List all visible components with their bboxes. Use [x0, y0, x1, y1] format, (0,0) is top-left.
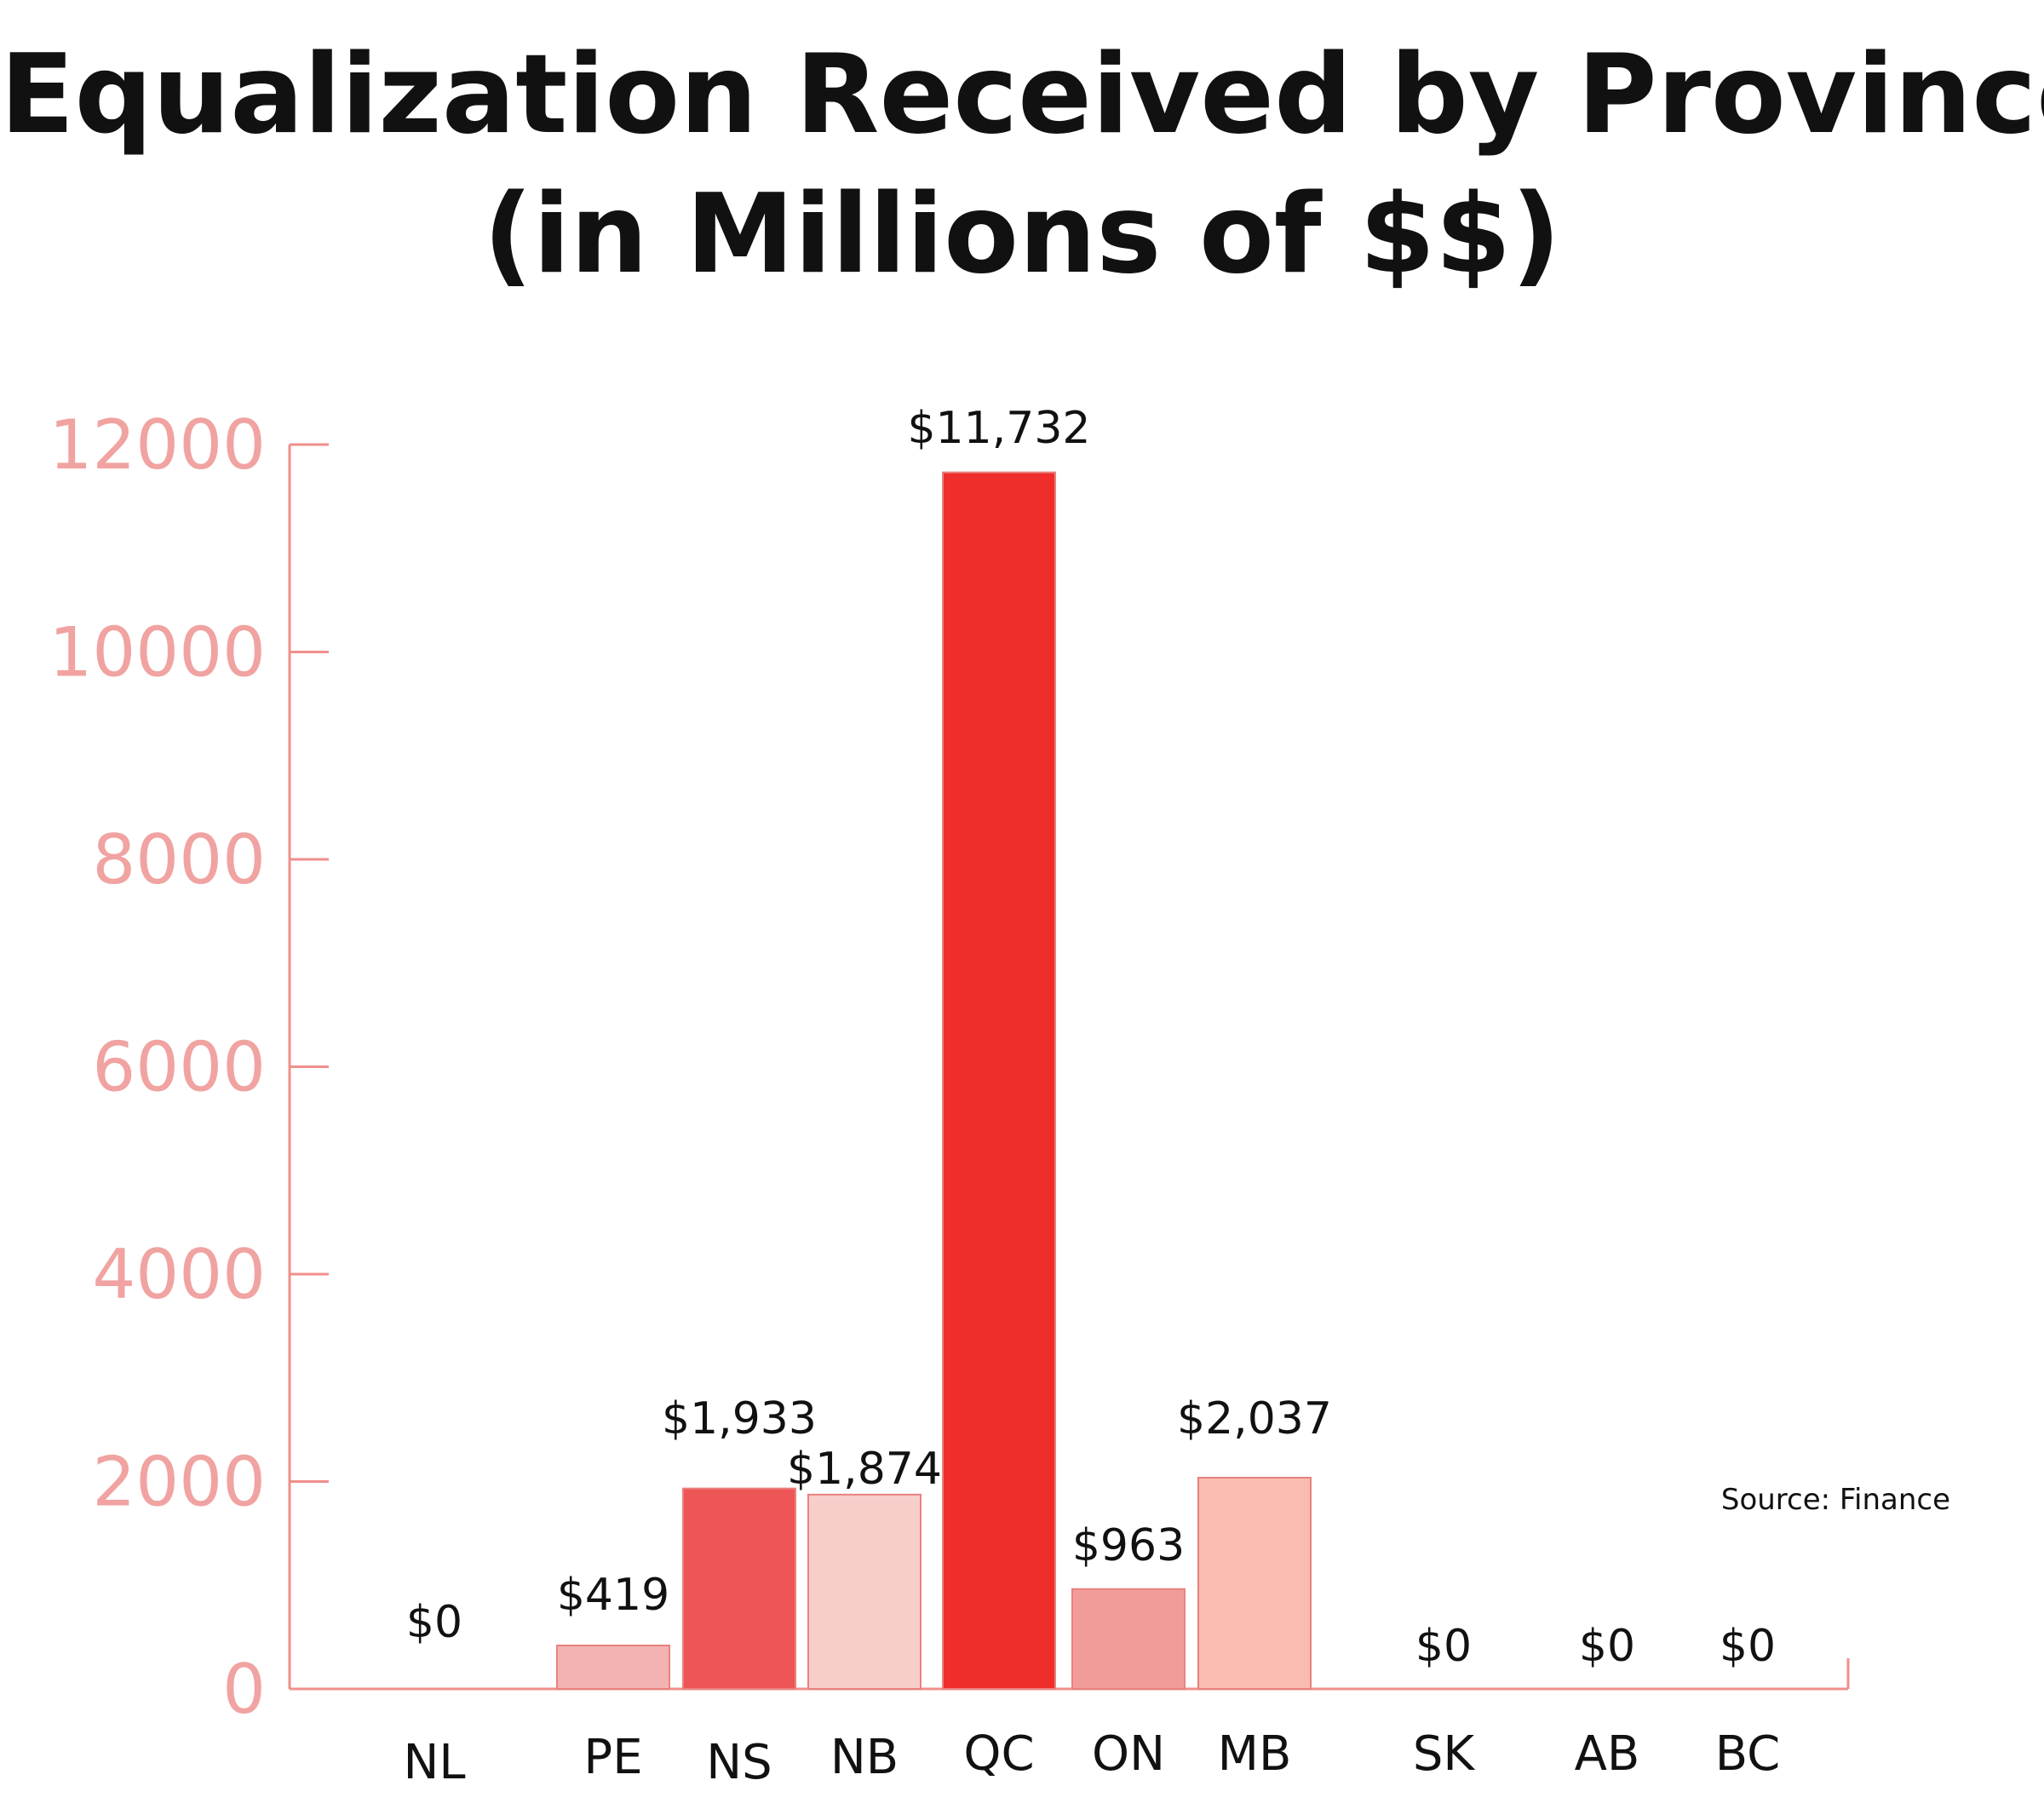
bar-nb: [807, 1493, 922, 1690]
x-tick-label-pe: PE: [583, 1730, 642, 1785]
data-label-nb: $1,874: [787, 1444, 942, 1495]
data-label-sk: $0: [1415, 1621, 1472, 1672]
data-label-ab: $0: [1579, 1621, 1635, 1672]
x-tick-label-bc: BC: [1715, 1726, 1781, 1782]
chart-title: Equalization Received by Province: [0, 32, 2044, 158]
y-tick-label: 10000: [49, 613, 267, 692]
x-tick-label-mb: MB: [1218, 1726, 1292, 1782]
data-labels-group: $0 $419 $1,933$1,874 $11,732 $963 $2,037 $0 $0 $…: [406, 403, 1776, 1672]
data-label-nl: $0: [406, 1597, 462, 1648]
y-tick-label: 0: [222, 1650, 266, 1729]
y-tick-label: 2000: [92, 1443, 266, 1522]
bars-group: [556, 471, 1312, 1691]
data-label-qc: $11,732: [907, 403, 1090, 454]
chart-axes: [288, 443, 1850, 1691]
x-tick-label-nl: NL: [403, 1735, 465, 1790]
data-label-ns: $1,933: [662, 1393, 817, 1444]
bar-mb: [1197, 1476, 1312, 1690]
x-tick-labels-group: NL PE NS NB QC ON MB SK AB BC: [403, 1726, 1780, 1790]
x-tick-label-sk: SK: [1413, 1726, 1476, 1782]
x-tick-label-ab: AB: [1575, 1726, 1640, 1782]
y-tick-label: 8000: [92, 820, 266, 899]
data-label-bc: $0: [1720, 1621, 1776, 1672]
y-tick-label: 6000: [92, 1028, 266, 1107]
bar-pe: [556, 1644, 670, 1690]
data-label-on: $963: [1072, 1520, 1185, 1571]
x-tick-label-qc: QC: [963, 1726, 1034, 1782]
y-tick-label: 12000: [49, 405, 267, 485]
bar-qc: [942, 471, 1056, 1690]
chart-subtitle: (in Millions of $$): [483, 171, 1561, 298]
x-tick-label-on: ON: [1092, 1726, 1165, 1782]
data-label-mb: $2,037: [1177, 1393, 1332, 1444]
y-tick-labels-group: 0 2000 4000 6000 8000 10000 12000: [49, 405, 267, 1729]
bar-on: [1071, 1588, 1186, 1691]
source-note: Source: Finance: [1721, 1483, 1950, 1517]
x-tick-label-ns: NS: [706, 1735, 772, 1790]
bar-ns: [682, 1487, 796, 1690]
y-tick-label: 4000: [92, 1235, 266, 1314]
data-label-pe: $419: [557, 1570, 669, 1621]
x-tick-label-nb: NB: [830, 1730, 899, 1785]
